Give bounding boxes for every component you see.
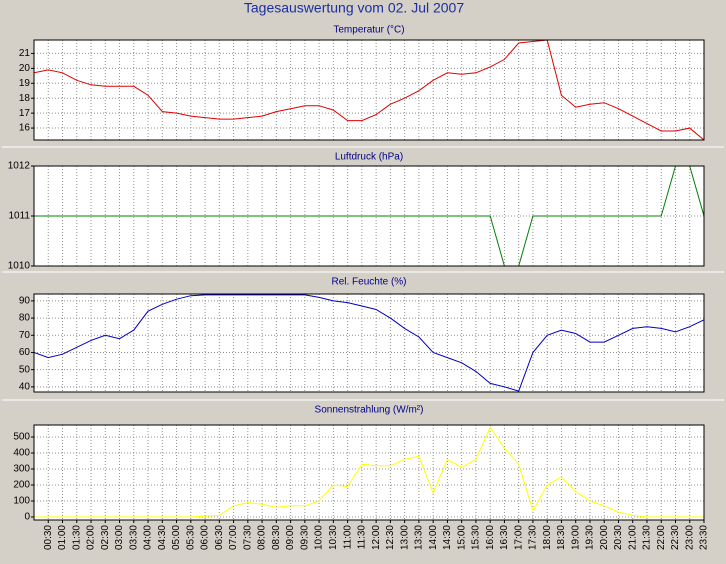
line-series [34,294,704,392]
line-series [34,166,704,266]
x-tick-label: 10:30 [328,525,339,550]
plot-border [33,165,705,267]
x-tick-label: 10:00 [314,525,325,550]
x-tick-label: 11:30 [357,525,368,550]
x-tick-label: 08:30 [271,525,282,550]
y-tick-label: 1010 [8,261,31,272]
x-tick-label: 01:30 [71,525,82,550]
y-tick-label: 50 [19,364,31,375]
x-tick-label: 08:00 [257,525,268,550]
y-tick-label: 200 [13,480,30,491]
chart-title: Rel. Feuchte (%) [331,277,406,288]
line-series [34,40,704,140]
y-tick-label: 1011 [8,211,30,222]
y-tick-label: 21 [19,48,31,59]
x-tick-label: 12:30 [385,525,396,550]
x-tick-label: 23:30 [699,525,710,550]
x-tick-label: 18:30 [556,525,567,550]
x-tick-label: 09:00 [285,525,296,550]
y-tick-label: 1012 [8,161,31,172]
y-tick-label: 80 [19,313,31,324]
x-tick-label: 20:30 [613,525,624,550]
y-tick-label: 18 [19,93,31,104]
x-tick-label: 23:00 [684,525,695,550]
x-tick-label: 03:30 [128,525,139,550]
x-tick-label: 22:30 [670,525,681,550]
plot-border [33,39,705,141]
x-tick-label: 19:30 [585,525,596,550]
x-tick-label: 06:30 [214,525,225,550]
x-tick-label: 13:30 [414,525,425,550]
x-tick-label: 17:30 [528,525,539,550]
x-tick-label: 05:00 [171,525,182,550]
page-title: Tagesauswertung vom 02. Jul 2007 [244,0,464,16]
x-tick-label: 09:30 [299,525,310,550]
y-tick-label: 16 [19,123,31,134]
x-tick-label: 07:00 [228,525,239,550]
x-tick-label: 19:00 [570,525,581,550]
x-tick-label: 21:30 [642,525,653,550]
x-tick-label: 22:00 [656,525,667,550]
x-tick-label: 17:00 [513,525,524,550]
line-series [34,426,704,518]
x-tick-label: 04:30 [157,525,168,550]
chart-title: Temperatur (°C) [333,25,404,36]
y-tick-label: 19 [19,78,31,89]
x-tick-label: 15:30 [471,525,482,550]
y-tick-label: 0 [24,512,30,523]
x-tick-label: 13:00 [399,525,410,550]
x-tick-label: 01:00 [57,525,68,550]
x-tick-label: 15:00 [456,525,467,550]
plot-border [33,424,705,521]
x-tick-label: 20:00 [599,525,610,550]
x-tick-label: 18:00 [542,525,553,550]
x-tick-label: 16:00 [485,525,496,550]
y-tick-label: 100 [13,496,30,507]
plot-area [34,425,704,520]
chart-title: Luftdruck (hPa) [335,152,403,163]
x-tick-label: 16:30 [499,525,510,550]
x-tick-label: 02:30 [100,525,111,550]
x-tick-label: 03:00 [114,525,125,550]
x-tick-label: 11:00 [342,525,353,550]
y-tick-label: 17 [19,108,31,119]
x-tick-label: 14:30 [442,525,453,550]
plot-border [33,293,705,393]
y-tick-label: 40 [19,381,31,392]
x-tick-label: 07:30 [242,525,253,550]
plot-area [34,294,704,392]
y-tick-label: 60 [19,347,31,358]
y-tick-label: 500 [13,432,30,443]
chart-title: Sonnenstrahlung (W/m²) [315,405,424,416]
x-tick-label: 12:00 [371,525,382,550]
x-tick-label: 05:30 [185,525,196,550]
x-tick-label: 14:00 [428,525,439,550]
x-tick-label: 00:30 [43,525,54,550]
x-tick-label: 06:00 [200,525,211,550]
y-tick-label: 90 [19,296,31,307]
x-tick-label: 02:00 [86,525,97,550]
y-tick-label: 70 [19,330,31,341]
x-tick-label: 04:00 [143,525,154,550]
y-tick-label: 400 [13,448,30,459]
y-tick-label: 20 [19,63,31,74]
y-tick-label: 300 [13,464,30,475]
x-tick-label: 21:00 [627,525,638,550]
plot-area [34,40,704,140]
